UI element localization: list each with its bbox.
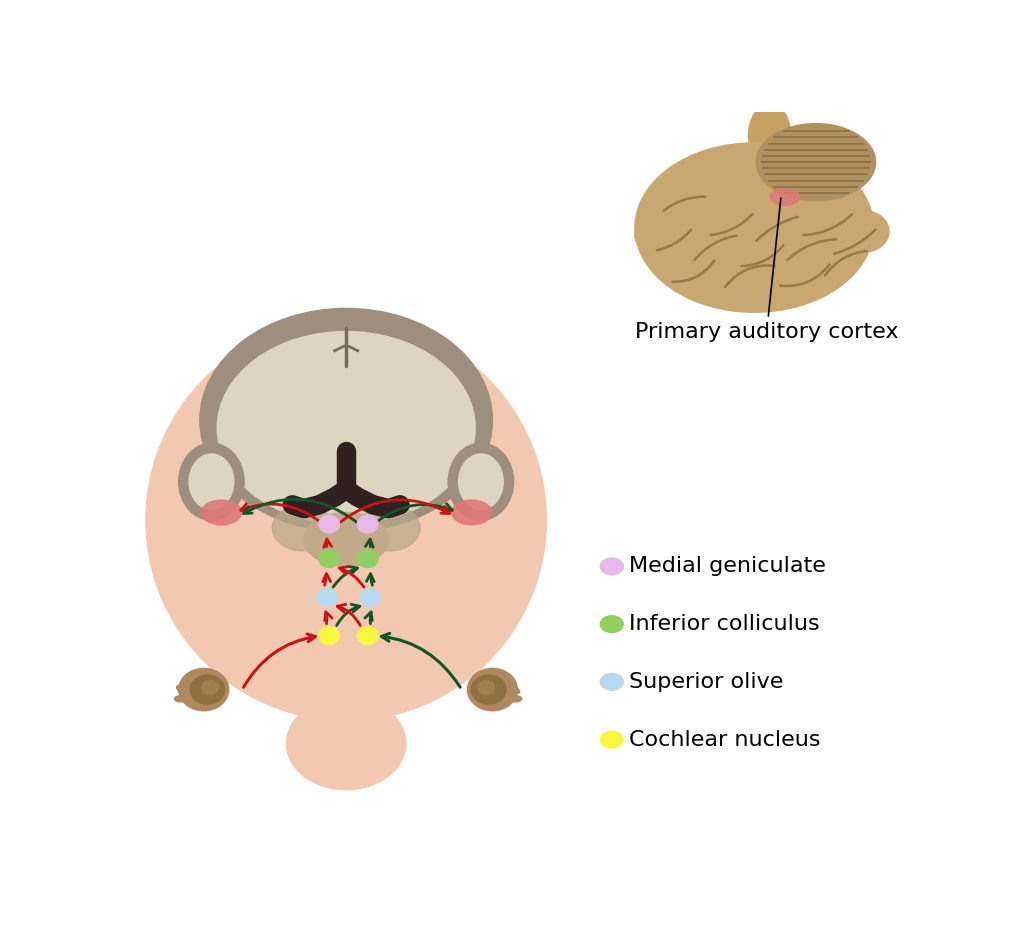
- Ellipse shape: [601, 616, 623, 631]
- Ellipse shape: [272, 504, 334, 551]
- Ellipse shape: [357, 550, 378, 567]
- Ellipse shape: [319, 628, 339, 644]
- Ellipse shape: [178, 443, 244, 520]
- Ellipse shape: [358, 504, 420, 551]
- Ellipse shape: [791, 233, 856, 285]
- Ellipse shape: [601, 674, 623, 689]
- Ellipse shape: [692, 206, 755, 248]
- Ellipse shape: [357, 516, 378, 532]
- Circle shape: [146, 320, 547, 720]
- Ellipse shape: [770, 189, 800, 205]
- Text: Cochlear nucleus: Cochlear nucleus: [629, 729, 820, 750]
- Ellipse shape: [770, 211, 831, 251]
- Ellipse shape: [202, 501, 242, 525]
- Ellipse shape: [287, 698, 406, 789]
- Ellipse shape: [635, 214, 689, 257]
- Ellipse shape: [459, 454, 503, 509]
- Ellipse shape: [467, 669, 517, 711]
- Ellipse shape: [174, 696, 186, 701]
- Ellipse shape: [756, 123, 876, 201]
- Ellipse shape: [666, 232, 735, 285]
- Ellipse shape: [509, 686, 519, 694]
- Text: Medial geniculate: Medial geniculate: [629, 557, 825, 576]
- Ellipse shape: [189, 454, 233, 509]
- Ellipse shape: [217, 332, 475, 524]
- Ellipse shape: [319, 550, 339, 567]
- Ellipse shape: [478, 680, 495, 694]
- Ellipse shape: [635, 143, 873, 312]
- Ellipse shape: [316, 588, 337, 605]
- Text: Superior olive: Superior olive: [629, 672, 783, 692]
- Ellipse shape: [176, 686, 187, 694]
- Ellipse shape: [471, 675, 506, 704]
- Ellipse shape: [200, 308, 493, 531]
- Ellipse shape: [360, 588, 380, 605]
- Text: Primary auditory cortex: Primary auditory cortex: [635, 198, 898, 342]
- Ellipse shape: [304, 513, 388, 566]
- Text: Inferior colliculus: Inferior colliculus: [629, 615, 819, 634]
- Ellipse shape: [509, 696, 521, 701]
- Ellipse shape: [190, 675, 225, 704]
- Ellipse shape: [836, 210, 889, 252]
- Ellipse shape: [202, 680, 218, 694]
- Ellipse shape: [601, 732, 623, 747]
- Ellipse shape: [357, 628, 378, 644]
- Ellipse shape: [749, 105, 791, 166]
- Ellipse shape: [452, 501, 492, 525]
- Ellipse shape: [178, 669, 228, 711]
- Ellipse shape: [319, 516, 339, 532]
- Ellipse shape: [601, 559, 623, 574]
- Ellipse shape: [449, 443, 514, 520]
- Ellipse shape: [724, 241, 801, 299]
